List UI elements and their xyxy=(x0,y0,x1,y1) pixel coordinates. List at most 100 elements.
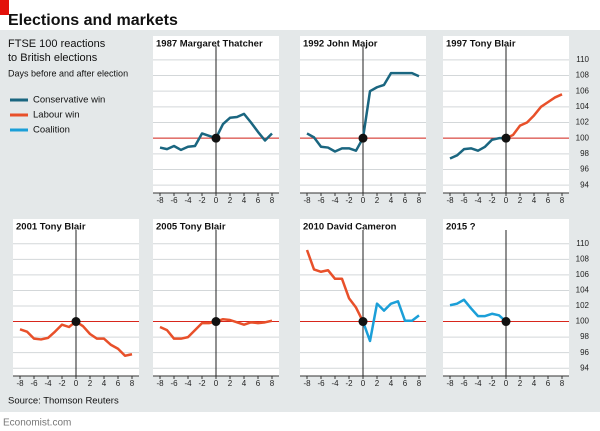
x-tick-label: 6 xyxy=(256,379,261,388)
x-tick-label: 0 xyxy=(361,379,366,388)
x-tick-label: -8 xyxy=(156,196,164,205)
election-dot xyxy=(501,317,511,327)
y-tick-label: 108 xyxy=(576,254,590,263)
panel-title: 2005 Tony Blair xyxy=(156,222,226,233)
x-tick-label: 2 xyxy=(375,379,380,388)
x-tick-label: 8 xyxy=(560,196,565,205)
x-tick-label: -8 xyxy=(303,379,311,388)
x-tick-label: 4 xyxy=(242,379,247,388)
x-tick-label: -6 xyxy=(170,196,178,205)
y-tick-label: 102 xyxy=(576,301,590,310)
legend-label: Labour win xyxy=(33,110,79,121)
legend-label: Coalition xyxy=(33,125,70,136)
x-tick-label: -2 xyxy=(198,379,206,388)
x-tick-label: -8 xyxy=(446,196,454,205)
x-tick-label: 8 xyxy=(417,379,422,388)
x-tick-label: 8 xyxy=(560,379,565,388)
series-line xyxy=(361,300,420,343)
note: Days before and after election xyxy=(8,68,128,78)
y-tick-label: 110 xyxy=(576,239,589,248)
header-bg xyxy=(0,0,600,30)
y-tick-label: 98 xyxy=(580,149,589,158)
x-tick-label: 2 xyxy=(518,196,523,205)
page-title: Elections and markets xyxy=(8,12,178,29)
panel-title: 2015 ? xyxy=(446,222,476,233)
legend-label: Conservative win xyxy=(33,95,105,106)
y-tick-label: 96 xyxy=(580,165,589,174)
x-tick-label: 6 xyxy=(403,196,408,205)
x-tick-label: 8 xyxy=(130,379,135,388)
panel-title: 2010 David Cameron xyxy=(303,222,397,233)
y-tick-label: 106 xyxy=(576,270,590,279)
x-tick-label: -8 xyxy=(446,379,454,388)
series-line xyxy=(449,136,506,160)
election-dot xyxy=(211,133,221,143)
x-tick-label: -4 xyxy=(184,196,192,205)
footer: Economist.com xyxy=(3,418,71,429)
subtitle: FTSE 100 reactions xyxy=(8,38,106,50)
x-tick-label: -2 xyxy=(58,379,66,388)
y-tick-label: 96 xyxy=(580,348,589,357)
source: Source: Thomson Reuters xyxy=(8,396,119,407)
x-tick-label: -2 xyxy=(345,196,353,205)
subtitle: to British elections xyxy=(8,52,98,64)
x-tick-label: 8 xyxy=(417,196,422,205)
x-tick-label: 2 xyxy=(228,196,233,205)
y-tick-label: 100 xyxy=(576,317,590,326)
y-tick-label: 102 xyxy=(576,118,590,127)
y-tick-label: 94 xyxy=(580,363,589,372)
x-tick-label: 6 xyxy=(256,196,261,205)
x-tick-label: -6 xyxy=(460,379,468,388)
x-tick-label: -8 xyxy=(16,379,24,388)
election-dot xyxy=(211,317,221,327)
x-tick-label: 0 xyxy=(504,196,509,205)
x-tick-label: 0 xyxy=(74,379,79,388)
x-tick-label: 4 xyxy=(389,379,394,388)
series-line xyxy=(505,93,563,140)
x-tick-label: 2 xyxy=(375,196,380,205)
x-tick-label: 4 xyxy=(389,196,394,205)
x-tick-label: 2 xyxy=(88,379,93,388)
x-tick-label: 6 xyxy=(546,379,551,388)
red-tag xyxy=(0,0,9,15)
x-tick-label: -6 xyxy=(30,379,38,388)
panel-title: 1992 John Major xyxy=(303,39,378,50)
x-tick-label: 4 xyxy=(102,379,107,388)
panel-title: 1997 Tony Blair xyxy=(446,39,516,50)
x-tick-label: 8 xyxy=(270,196,275,205)
x-tick-label: 4 xyxy=(242,196,247,205)
x-tick-label: 2 xyxy=(518,379,523,388)
y-tick-label: 94 xyxy=(580,180,589,189)
x-tick-label: -4 xyxy=(474,196,482,205)
x-tick-label: -4 xyxy=(331,379,339,388)
panel-title: 1987 Margaret Thatcher xyxy=(156,39,263,50)
x-tick-label: -2 xyxy=(345,379,353,388)
y-tick-label: 104 xyxy=(576,286,590,295)
election-dot xyxy=(71,317,81,327)
x-tick-label: 0 xyxy=(504,379,509,388)
x-tick-label: 0 xyxy=(214,379,219,388)
x-tick-label: -4 xyxy=(331,196,339,205)
x-tick-label: 6 xyxy=(403,379,408,388)
x-tick-label: -2 xyxy=(198,196,206,205)
y-tick-label: 100 xyxy=(576,133,590,142)
x-tick-label: 6 xyxy=(546,196,551,205)
x-tick-label: -6 xyxy=(170,379,178,388)
x-tick-label: 4 xyxy=(532,196,537,205)
x-tick-label: -2 xyxy=(488,196,496,205)
election-dot xyxy=(358,317,368,327)
x-tick-label: -6 xyxy=(460,196,468,205)
x-tick-label: -4 xyxy=(44,379,52,388)
series-line xyxy=(305,249,365,323)
y-tick-label: 106 xyxy=(576,86,590,95)
series-line xyxy=(449,298,507,323)
x-tick-label: -2 xyxy=(488,379,496,388)
x-tick-label: 4 xyxy=(532,379,537,388)
x-tick-label: 0 xyxy=(361,196,366,205)
y-tick-label: 110 xyxy=(576,55,589,64)
x-tick-label: -8 xyxy=(156,379,164,388)
panel-title: 2001 Tony Blair xyxy=(16,222,86,233)
x-tick-label: -6 xyxy=(317,196,325,205)
x-tick-label: -8 xyxy=(303,196,311,205)
